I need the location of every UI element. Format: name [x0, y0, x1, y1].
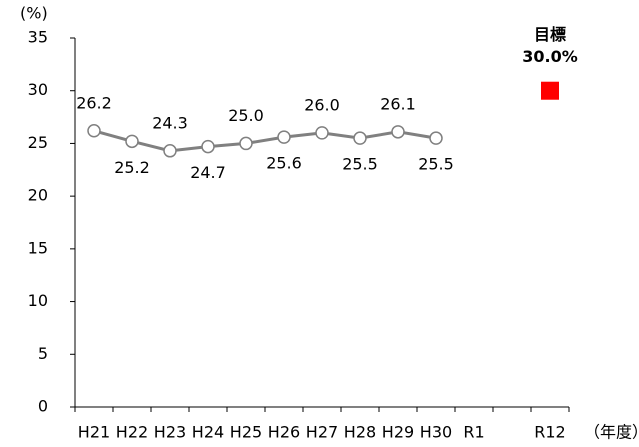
- y-tick-label: 0: [38, 397, 48, 416]
- y-tick-label: 15: [28, 238, 48, 257]
- x-tick-label: H22: [116, 423, 148, 442]
- x-tick-label: H28: [344, 423, 376, 442]
- data-label: 24.7: [190, 163, 226, 182]
- y-tick-label: 20: [28, 186, 48, 205]
- marker: [541, 81, 559, 100]
- data-label: 24.3: [152, 113, 188, 132]
- y-tick-label: 5: [38, 344, 48, 363]
- data-label: 25.5: [418, 155, 454, 174]
- y-axis-label: (%): [20, 4, 48, 23]
- x-tick-label: H24: [192, 423, 224, 442]
- y-tick-label: 25: [28, 133, 48, 152]
- x-tick-label: H30: [420, 423, 452, 442]
- marker: [87, 124, 101, 138]
- data-label: 25.2: [114, 158, 150, 177]
- data-label: 25.6: [266, 154, 302, 173]
- data-label: 26.0: [304, 95, 340, 114]
- x-tick-label: H29: [382, 423, 414, 442]
- y-tick-label: 30: [28, 80, 48, 99]
- x-tick-label: H21: [78, 423, 110, 442]
- y-tick-label: 35: [28, 28, 48, 47]
- x-tick-label: H25: [230, 423, 262, 442]
- data-label: 25.0: [228, 106, 264, 125]
- x-tick-label: H27: [306, 423, 338, 442]
- marker: [201, 139, 215, 154]
- marker: [239, 136, 253, 151]
- y-tick-label: 10: [28, 291, 48, 310]
- x-tick-label: H26: [268, 423, 300, 442]
- marker: [315, 126, 329, 140]
- marker: [125, 134, 139, 149]
- x-tick-label: R1: [463, 423, 484, 442]
- x-tick-label: H23: [154, 423, 186, 442]
- x-tick-label: R12: [534, 423, 565, 442]
- marker: [391, 125, 405, 139]
- marker: [277, 130, 291, 144]
- data-label: 26.1: [380, 94, 416, 113]
- annotation: 目標: [534, 25, 566, 44]
- marker: [429, 131, 443, 145]
- x-axis-label: （年度）: [584, 423, 639, 442]
- marker: [163, 144, 177, 158]
- data-label: 30.0%: [522, 47, 578, 66]
- series-line: [93, 129, 437, 153]
- data-label: 25.5: [342, 155, 378, 174]
- data-label: 26.2: [76, 93, 112, 112]
- marker: [353, 131, 367, 145]
